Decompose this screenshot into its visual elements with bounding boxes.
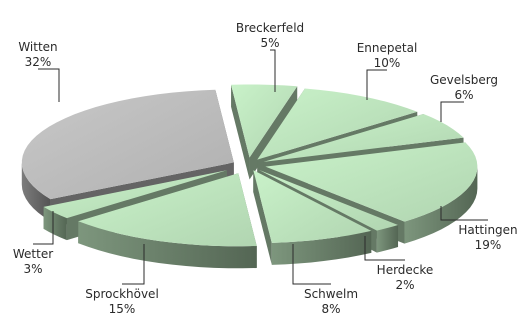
- leader-line-breckerfeld: [270, 49, 276, 92]
- slice-percent-wetter: 3%: [23, 262, 42, 276]
- leader-line-hattingen: [440, 206, 488, 221]
- slice-percent-hattingen: 19%: [475, 238, 502, 252]
- slice-percent-schwelm: 8%: [321, 302, 340, 316]
- slice-label-wetter: Wetter: [13, 247, 53, 261]
- slice-label-schwelm: Schwelm: [304, 287, 358, 301]
- leader-line-witten: [38, 68, 60, 102]
- leader-line-schwelm: [292, 244, 331, 285]
- slice-label-ennepetal: Ennepetal: [357, 41, 418, 55]
- leader-line-ennepetal: [366, 69, 387, 100]
- slice-percent-herdecke: 2%: [395, 278, 414, 292]
- pie-slices: [21, 84, 478, 269]
- leader-line-herdecke: [364, 236, 405, 261]
- slice-percent-sprockhovel: 15%: [109, 302, 136, 316]
- slice-label-herdecke: Herdecke: [377, 263, 434, 277]
- slice-label-hattingen: Hattingen: [458, 223, 517, 237]
- slice-percent-gevelsberg: 6%: [454, 88, 473, 102]
- slice-label-sprockhovel: Sprockhövel: [85, 287, 159, 301]
- leader-line-gevelsberg: [440, 101, 464, 122]
- slice-percent-ennepetal: 10%: [374, 56, 401, 70]
- slice-schwelm: [253, 170, 372, 265]
- slice-label-gevelsberg: Gevelsberg: [430, 73, 498, 87]
- leader-line-sprockhovel: [122, 244, 145, 285]
- slice-percent-breckerfeld: 5%: [260, 36, 279, 50]
- leader-lines: [33, 49, 488, 285]
- slice-label-breckerfeld: Breckerfeld: [236, 21, 304, 35]
- slice-percent-witten: 32%: [25, 55, 52, 69]
- slice-sprockhovel: [78, 173, 257, 269]
- slice-label-witten: Witten: [18, 40, 57, 54]
- leader-line-wetter: [33, 211, 54, 245]
